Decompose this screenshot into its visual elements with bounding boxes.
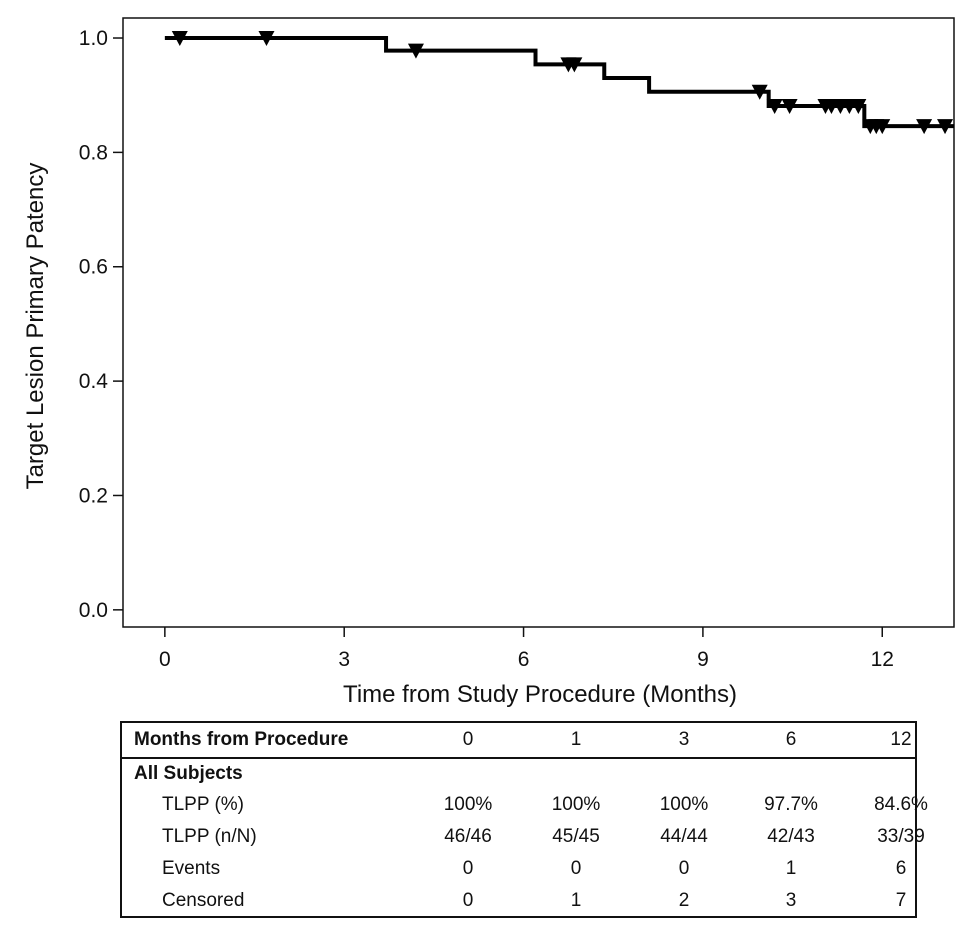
row-label: Events [162, 858, 221, 879]
table-cell: 33/39 [877, 826, 925, 847]
table-cell: 0 [462, 890, 474, 911]
y-axis-title: Target Lesion Primary Patency [22, 163, 49, 490]
censor-marks [171, 31, 954, 135]
censor-marker [937, 119, 954, 135]
column-header: 3 [678, 729, 690, 750]
table-cell: 97.7% [764, 794, 818, 815]
row-label: TLPP (n/N) [162, 826, 257, 847]
row-label: TLPP (%) [162, 794, 245, 815]
table-cell: 42/43 [767, 826, 815, 847]
table-cell: 46/46 [444, 826, 492, 847]
x-tick-label: 0 [159, 648, 171, 671]
table-cell: 6 [895, 858, 907, 879]
risk-table: Months from Procedure 0 1 3 6 12 All Subjects T… [120, 721, 928, 918]
y-tick-label: 1.0 [79, 27, 108, 50]
censor-marker [766, 99, 783, 115]
table-cell: 0 [678, 858, 690, 879]
header-label: Months from Procedure [134, 729, 349, 750]
table-cell: 100% [551, 794, 601, 815]
censor-marker [566, 57, 583, 73]
censor-marker [916, 119, 933, 135]
plot-frame [122, 17, 955, 628]
y-tick-label: 0.2 [79, 484, 108, 507]
table-cell: 44/44 [660, 826, 708, 847]
group-label: All Subjects [134, 763, 243, 784]
table-cell: 0 [462, 858, 474, 879]
column-header: 0 [462, 729, 474, 750]
x-tick-label: 12 [871, 648, 894, 671]
table-cell: 3 [785, 890, 797, 911]
table-cell: 0 [570, 858, 582, 879]
y-tick-label: 0.6 [79, 256, 108, 279]
y-tick-label: 0.8 [79, 141, 108, 164]
table-cell: 2 [678, 890, 690, 911]
table-cell: 100% [443, 794, 493, 815]
y-axis: 0.0 0.2 0.4 0.6 0.8 1.0 [79, 27, 123, 622]
censor-marker [171, 31, 188, 47]
y-tick-label: 0.0 [79, 599, 108, 622]
x-tick-label: 9 [697, 648, 709, 671]
column-header: 6 [785, 729, 797, 750]
row-label: Censored [162, 890, 245, 911]
table-cell: 7 [895, 890, 907, 911]
table-cell: 45/45 [552, 826, 600, 847]
y-tick-label: 0.4 [79, 370, 109, 393]
table-cell: 1 [785, 858, 797, 879]
km-curve [164, 36, 954, 129]
km-chart: 0.0 0.2 0.4 0.6 0.8 1.0 0 3 6 9 12 Target Lesion … [22, 17, 955, 708]
x-axis-title: Time from Study Procedure (Months) [343, 681, 737, 708]
table-cell: 1 [570, 890, 582, 911]
table-cell: 84.6% [874, 794, 928, 815]
x-axis: 0 3 6 9 12 [159, 627, 894, 671]
censor-marker [407, 43, 424, 59]
table-cell: 100% [659, 794, 709, 815]
censor-marker [850, 99, 867, 115]
censor-marker [751, 84, 768, 100]
censor-marker [874, 119, 891, 135]
risk-table-header [122, 723, 915, 759]
x-tick-label: 3 [338, 648, 350, 671]
x-tick-label: 6 [518, 648, 530, 671]
censor-marker [781, 99, 798, 115]
censor-marker [258, 31, 275, 47]
column-header: 1 [570, 729, 582, 750]
column-header: 12 [890, 729, 912, 750]
